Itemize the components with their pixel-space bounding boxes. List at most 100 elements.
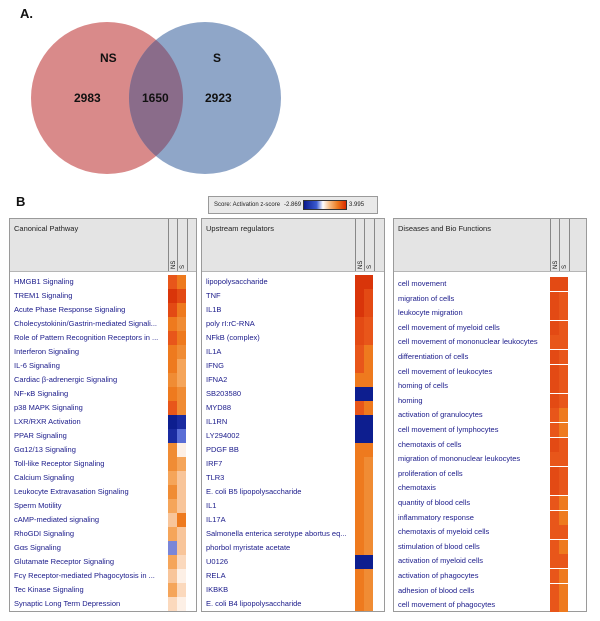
- row-label: IKBKB: [206, 585, 229, 594]
- heat-cell-s: [559, 306, 568, 321]
- heat-cell-s: [364, 415, 373, 429]
- row-label: Tec Kinase Signaling: [14, 585, 84, 594]
- heat-cell-s: [364, 597, 373, 611]
- heat-cell-ns: [168, 597, 177, 611]
- heat-cell-ns: [168, 373, 177, 387]
- heat-cell-s: [364, 401, 373, 415]
- table-row: activation of phagocytes: [394, 569, 586, 583]
- table-row: cell movement: [394, 277, 586, 291]
- heat-cell-s: [177, 289, 186, 303]
- table-row: cAMP-mediated signaling: [10, 513, 196, 527]
- table-row: activation of myeloid cells: [394, 554, 586, 569]
- heat-cell-ns: [168, 359, 177, 373]
- row-label: p38 MAPK Signaling: [14, 403, 83, 412]
- heat-cell-s: [559, 408, 568, 423]
- heat-cell-ns: [550, 393, 559, 408]
- heat-cell-s: [177, 429, 186, 443]
- row-label: TLR3: [206, 473, 225, 482]
- row-label: cell movement of phagocytes: [398, 600, 496, 610]
- heat-cell-ns: [550, 423, 559, 437]
- column-s: S: [559, 219, 570, 271]
- heat-cell-s: [559, 423, 568, 437]
- heat-cell-ns: [550, 437, 559, 452]
- legend-label: Score: Activation z-score: [214, 202, 281, 208]
- heat-cell-ns: [355, 373, 364, 387]
- heat-cell-ns: [168, 583, 177, 597]
- table-row: IRF7: [202, 457, 384, 471]
- table-row: chemotaxis of myeloid cells: [394, 525, 586, 540]
- legend-gradient-bar: [303, 200, 348, 210]
- heat-cell-s: [364, 275, 373, 289]
- table-row: activation of granulocytes: [394, 408, 586, 423]
- table-row: NF-κB Signaling: [10, 387, 196, 401]
- heat-cell-ns: [550, 379, 559, 394]
- table-row: cell movement of mononuclear leukocytes: [394, 335, 586, 350]
- heat-cell-ns: [355, 401, 364, 415]
- ns-label: NS: [100, 51, 117, 65]
- row-label: cell movement of mononuclear leukocytes: [398, 337, 538, 347]
- heat-cell-s: [559, 539, 568, 554]
- heat-cell-ns: [550, 335, 559, 350]
- table-row: RhoGDI Signaling: [10, 527, 196, 541]
- heat-cell-s: [559, 350, 568, 364]
- heat-cell-s: [559, 452, 568, 467]
- row-label: RhoGDI Signaling: [14, 529, 75, 538]
- row-label: activation of myeloid cells: [398, 556, 484, 566]
- overlap-region: [129, 39, 183, 157]
- table-row: Interferon Signaling: [10, 345, 196, 359]
- table-row: IL-6 Signaling: [10, 359, 196, 373]
- table-row: proliferation of cells: [394, 466, 586, 481]
- heat-cell-ns: [355, 583, 364, 597]
- table-row: LY294002: [202, 429, 384, 443]
- row-label: SB203580: [206, 389, 242, 398]
- panel-a-letter: A.: [20, 6, 33, 21]
- heat-cell-s: [559, 569, 568, 583]
- heat-cell-ns: [550, 320, 559, 335]
- table-row: RELA: [202, 569, 384, 583]
- row-label: leukocyte migration: [398, 308, 463, 318]
- heat-cell-s: [177, 457, 186, 471]
- heat-cell-ns: [550, 364, 559, 379]
- ns-only-count: 2983: [74, 91, 101, 105]
- heat-cell-s: [364, 317, 373, 331]
- heat-cell-ns: [168, 555, 177, 569]
- column-ns: NS: [168, 219, 178, 271]
- row-label: cell movement of lymphocytes: [398, 425, 499, 434]
- row-label: PDGF BB: [206, 445, 239, 454]
- heat-cell-ns: [355, 513, 364, 527]
- table-row: poly rI:rC-RNA: [202, 317, 384, 331]
- heat-cell-s: [364, 555, 373, 569]
- table-row: IFNG: [202, 359, 384, 373]
- heat-cell-s: [177, 527, 186, 541]
- table-row: leukocyte migration: [394, 306, 586, 321]
- heat-cell-s: [364, 499, 373, 513]
- table-row: cell movement of myeloid cells: [394, 320, 586, 335]
- row-label: stimulation of blood cells: [398, 541, 480, 551]
- table-row: IL1: [202, 499, 384, 513]
- table-row: migration of mononuclear leukocytes: [394, 452, 586, 467]
- row-label: cAMP-mediated signaling: [14, 515, 100, 524]
- heat-cell-s: [177, 555, 186, 569]
- heat-cell-ns: [550, 583, 559, 598]
- heat-cell-s: [364, 457, 373, 471]
- s-only-count: 2923: [205, 91, 232, 105]
- heat-cell-s: [559, 598, 568, 613]
- row-label: IL1B: [206, 305, 222, 314]
- heat-cell-ns: [168, 569, 177, 583]
- heat-cell-s: [364, 541, 373, 555]
- table-row: migration of cells: [394, 291, 586, 306]
- row-label: chemotaxis of myeloid cells: [398, 527, 490, 537]
- heat-cell-s: [364, 373, 373, 387]
- row-label: IFNA2: [206, 375, 228, 384]
- table-row: chemotaxis: [394, 481, 586, 496]
- heat-cell-s: [559, 510, 568, 525]
- table-row: PPAR Signaling: [10, 429, 196, 443]
- heat-cell-ns: [168, 499, 177, 513]
- heat-cell-ns: [168, 275, 177, 289]
- s-label: S: [213, 51, 221, 65]
- row-label: phorbol myristate acetate: [206, 543, 291, 552]
- table-title: Diseases and Bio Functions: [398, 224, 491, 233]
- heat-cell-s: [177, 373, 186, 387]
- heat-cell-ns: [550, 291, 559, 306]
- heat-cell-s: [559, 496, 568, 510]
